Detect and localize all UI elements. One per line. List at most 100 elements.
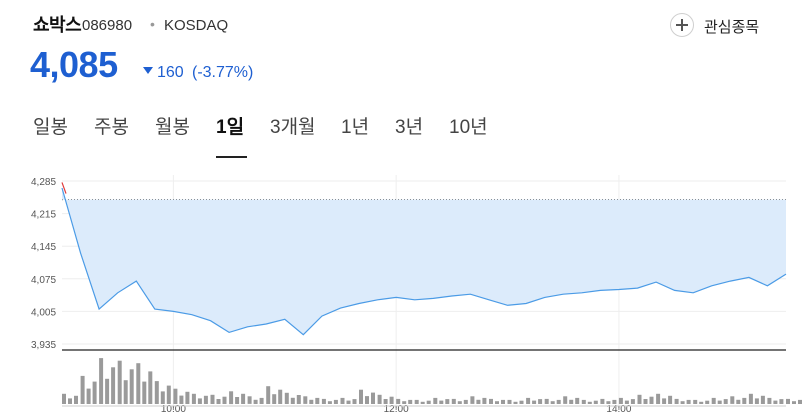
volume-bar	[457, 401, 462, 404]
intraday-chart[interactable]: 4,285 4,215 4,145 4,075 4,005 3,935 10:00 12:00…	[0, 160, 810, 414]
volume-bar	[550, 401, 555, 404]
volume-bar	[581, 399, 586, 404]
volume-bar	[340, 397, 345, 404]
y-tick-label: 4,005	[31, 307, 56, 318]
volume-bar	[92, 381, 97, 404]
tab-weekly[interactable]: 주봉	[94, 117, 129, 138]
stock-name: 쇼박스	[33, 15, 82, 35]
volume-bar	[643, 399, 648, 404]
volume-bar	[792, 401, 796, 404]
volume-bar	[74, 395, 78, 404]
active-tab-indicator	[216, 156, 247, 158]
volume-bar	[129, 369, 134, 404]
volume-bar	[798, 399, 802, 404]
volume-bar	[779, 399, 784, 404]
y-tick-label: 3,935	[31, 340, 56, 351]
add-watchlist-button[interactable]: 관심종목	[670, 12, 780, 40]
volume-bar	[173, 388, 178, 404]
volume-bar	[247, 396, 252, 404]
volume-bar	[649, 396, 654, 404]
volume-bar	[463, 399, 468, 404]
tab-daily[interactable]: 일봉	[33, 117, 68, 138]
volume-bar	[123, 380, 128, 404]
volume-bar	[377, 394, 382, 404]
volume-bar	[68, 398, 72, 404]
volume-bar	[111, 367, 116, 404]
y-tick-label: 4,215	[31, 210, 56, 221]
volume-bar	[296, 395, 301, 404]
volume-bar	[495, 401, 499, 404]
volume-bar	[235, 397, 240, 404]
volume-bar	[680, 401, 685, 404]
price-line	[61, 187, 787, 336]
volume-bar	[717, 400, 722, 404]
tab-1day[interactable]: 1일	[216, 117, 245, 138]
tab-3years[interactable]: 3년	[395, 117, 424, 138]
volume-bar	[154, 381, 159, 404]
volume-bar	[99, 358, 104, 404]
volume-bar	[767, 397, 772, 404]
price-area-fill	[62, 188, 786, 335]
volume-bar	[773, 400, 778, 404]
volume-bar	[420, 401, 425, 404]
period-tabs: 일봉 주봉 월봉 1일 3개월 1년 3년 10년	[0, 112, 810, 158]
volume-bar	[371, 392, 375, 404]
volume-bar	[303, 396, 308, 404]
volume-bar	[148, 371, 153, 404]
volume-bar	[563, 396, 568, 404]
volume-bar	[693, 399, 698, 404]
volume-bar	[166, 385, 171, 404]
volume-bar	[569, 399, 574, 404]
volume-bar	[197, 398, 202, 404]
volume-bar	[433, 397, 438, 404]
volume-bar	[408, 399, 413, 404]
volume-bar	[526, 397, 531, 404]
chart-svg: 4,285 4,215 4,145 4,075 4,005 3,935 10:00 12:00…	[31, 175, 802, 414]
volume-bar	[383, 399, 388, 404]
volume-bar	[699, 401, 704, 404]
volume-bar	[290, 397, 295, 404]
volume-bar	[624, 400, 629, 404]
tab-monthly[interactable]: 월봉	[155, 117, 190, 138]
volume-bar	[656, 393, 661, 404]
tab-3months[interactable]: 3개월	[270, 117, 316, 138]
volume-bar	[179, 395, 184, 404]
volume-bar	[185, 391, 190, 404]
tab-1year[interactable]: 1년	[341, 117, 370, 138]
volume-bar	[327, 401, 332, 404]
volume-bar	[414, 399, 419, 404]
volume-bar	[105, 378, 110, 404]
volume-bar	[723, 399, 728, 404]
volume-bar	[538, 399, 543, 404]
volume-bar	[556, 399, 561, 404]
volume-bar	[593, 400, 598, 404]
volume-bar	[426, 400, 431, 404]
volume-bar	[142, 381, 147, 404]
volume-bar	[532, 400, 537, 404]
watchlist-label: 관심종목	[704, 19, 760, 36]
volume-bar	[519, 400, 524, 404]
open-segment-red	[61, 182, 67, 194]
change-rate: (-3.77%)	[192, 64, 254, 81]
change-value: 160	[157, 64, 184, 81]
volume-bar	[668, 395, 673, 404]
volume-bar	[470, 396, 475, 404]
volume-bar	[222, 396, 227, 404]
volume-bar	[333, 399, 338, 404]
volume-bar	[513, 401, 518, 404]
volume-bar	[587, 401, 592, 404]
stock-code: 086980	[82, 17, 133, 34]
volume-bar	[600, 398, 605, 404]
tab-10years[interactable]: 10년	[449, 117, 488, 138]
volume-bar	[86, 388, 91, 404]
volume-bar	[445, 399, 450, 404]
y-tick-label: 4,285	[31, 177, 56, 188]
volume-bar	[736, 399, 741, 404]
x-tick-label: 10:00	[161, 404, 186, 414]
volume-bar	[117, 360, 122, 405]
y-tick-label: 4,145	[31, 242, 56, 253]
down-arrow-icon	[143, 67, 153, 74]
volume-bar	[389, 396, 394, 404]
volume-bar	[637, 394, 642, 404]
volume-bar	[618, 397, 623, 404]
